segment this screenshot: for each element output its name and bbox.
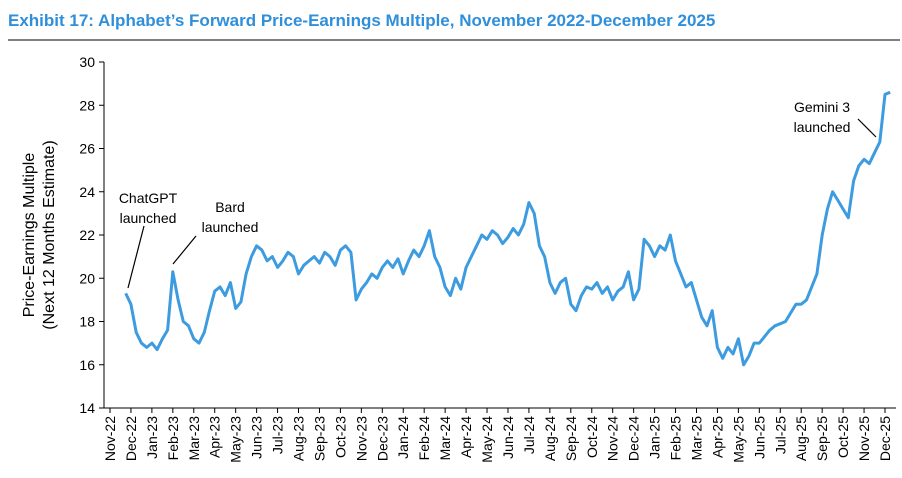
x-tick-label: Oct-25 xyxy=(835,416,851,458)
x-tick-label: Mar-24 xyxy=(437,416,453,461)
x-tick-label: Feb-23 xyxy=(165,416,181,461)
annotation-leader xyxy=(857,118,877,138)
annotation: launched xyxy=(794,119,851,135)
x-tick-label: Jan-25 xyxy=(647,416,663,459)
x-tick-label: Apr-24 xyxy=(458,416,474,458)
annotation: launched xyxy=(202,219,259,235)
x-tick-label: Jun-24 xyxy=(500,416,516,459)
y-tick-label: 20 xyxy=(79,270,95,286)
x-tick-label: Jul-25 xyxy=(772,416,788,454)
x-tick-label: Jun-23 xyxy=(249,416,265,459)
x-tick-label: Aug-24 xyxy=(542,416,558,461)
annotation-leader xyxy=(172,235,197,265)
x-tick-label: Nov-22 xyxy=(102,416,118,461)
y-tick-label: 28 xyxy=(79,97,95,113)
x-tick-label: Sep-24 xyxy=(563,416,579,461)
x-tick-label: Oct-24 xyxy=(584,416,600,458)
x-tick-label: Jun-25 xyxy=(751,416,767,459)
x-tick-label: Jul-24 xyxy=(521,416,537,454)
x-tick-label: May-24 xyxy=(479,416,495,463)
y-tick-label: 22 xyxy=(79,227,95,243)
y-tick-label: 30 xyxy=(79,54,95,70)
annotation: Gemini 3 xyxy=(794,99,850,115)
x-tick-label: Feb-25 xyxy=(668,416,684,461)
x-tick-label: Aug-25 xyxy=(793,416,809,461)
x-tick-label: Mar-23 xyxy=(186,416,202,461)
annotation-leader xyxy=(127,225,145,289)
x-tick-label: Feb-24 xyxy=(416,416,432,461)
y-axis-label: Price-Earnings Multiple xyxy=(21,153,38,318)
annotation: Bard xyxy=(215,199,245,215)
y-axis-label: (Next 12 Months Estimate) xyxy=(41,140,58,329)
x-tick-label: May-25 xyxy=(730,416,746,463)
y-tick-label: 24 xyxy=(79,184,95,200)
x-tick-label: Oct-23 xyxy=(332,416,348,458)
x-tick-label: Nov-23 xyxy=(353,416,369,461)
x-tick-label: Apr-23 xyxy=(207,416,223,458)
x-tick-label: Sep-25 xyxy=(814,416,830,461)
x-tick-label: Apr-25 xyxy=(709,416,725,458)
y-tick-label: 18 xyxy=(79,314,95,330)
annotation: launched xyxy=(120,210,177,226)
series-line xyxy=(124,90,891,367)
y-tick-label: 16 xyxy=(79,357,95,373)
x-tick-label: Dec-23 xyxy=(374,416,390,461)
x-tick-label: Jul-23 xyxy=(270,416,286,454)
x-tick-label: Nov-25 xyxy=(856,416,872,461)
chart-title: Exhibit 17: Alphabet’s Forward Price-Ear… xyxy=(8,11,715,30)
x-tick-label: Dec-25 xyxy=(877,416,893,461)
x-tick-label: Sep-23 xyxy=(311,416,327,461)
x-tick-label: Jan-24 xyxy=(395,416,411,459)
x-tick-label: Jan-23 xyxy=(144,416,160,459)
x-tick-label: May-23 xyxy=(228,416,244,463)
x-tick-label: Dec-24 xyxy=(626,416,642,461)
y-tick-label: 14 xyxy=(79,400,95,416)
x-tick-label: Dec-22 xyxy=(123,416,139,461)
x-tick-label: Aug-23 xyxy=(291,416,307,461)
x-tick-label: Nov-24 xyxy=(605,416,621,461)
x-tick-label: Mar-25 xyxy=(688,416,704,461)
y-tick-label: 26 xyxy=(79,141,95,157)
annotation: ChatGPT xyxy=(119,190,178,206)
